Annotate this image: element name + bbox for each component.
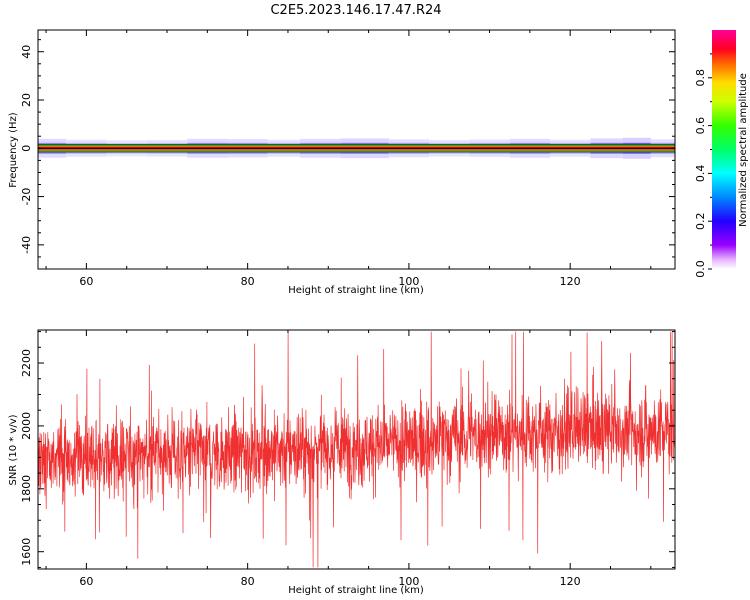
colorbar-ticks: 0.0 0.2 0.4 0.6 0.8 xyxy=(694,53,712,278)
snr-marks xyxy=(38,331,675,568)
spectrogram-xtick-label: 120 xyxy=(560,275,581,288)
snr-xlabel: Height of straight line (km) xyxy=(288,585,424,596)
spectrogram-frame xyxy=(37,29,676,270)
spectrogram-ytick-label: 40 xyxy=(20,45,33,59)
spectrogram-ytick-label: 0 xyxy=(20,145,33,152)
spectrogram-marks xyxy=(38,137,675,159)
snr-ytick-label: 2000 xyxy=(20,412,33,440)
snr-ticks: 60 80 100 120 1600 1800 2000 2200 xyxy=(20,330,675,588)
spectrogram-panel: 60 80 100 120 -40 -20 0 20 40 Height of straight… xyxy=(8,29,676,296)
spectrogram-xtick-label: 60 xyxy=(79,275,93,288)
figure-title: C2E5.2023.146.17.47.R24 xyxy=(270,3,441,18)
spectrogram-ytick-label: -20 xyxy=(20,188,33,206)
snr-xtick-label: 60 xyxy=(79,575,93,588)
snr-xtick-label: 100 xyxy=(398,575,419,588)
colorbar-tick-label: 0.2 xyxy=(694,212,707,230)
snr-frame xyxy=(37,329,676,570)
spectrogram-ylabel: Frequency (Hz) xyxy=(8,112,19,188)
snr-xtick-label: 120 xyxy=(560,575,581,588)
snr-ytick-label: 1800 xyxy=(20,475,33,503)
spectrogram-xtick-label: 80 xyxy=(241,275,255,288)
snr-series-line xyxy=(38,331,675,568)
colorbar: 0.0 0.2 0.4 0.6 0.8 Normalized spectral ampl… xyxy=(694,30,749,278)
colorbar-tick-label: 0.0 xyxy=(694,260,707,278)
snr-xtick-label: 80 xyxy=(241,575,255,588)
colorbar-tick-label: 0.6 xyxy=(694,117,707,135)
spectrogram-xlabel: Height of straight line (km) xyxy=(288,285,424,296)
snr-panel: 60 80 100 120 1600 1800 2000 2200 Height of str… xyxy=(8,329,676,596)
colorbar-gradient xyxy=(712,30,736,269)
colorbar-tick-label: 0.8 xyxy=(694,69,707,87)
colorbar-tick-label: 0.4 xyxy=(694,165,707,183)
spectrogram-xtick-label: 100 xyxy=(398,275,419,288)
spectrogram-ytick-label: -40 xyxy=(20,236,33,254)
colorbar-label: Normalized spectral amplitude xyxy=(738,73,749,227)
spectrogram-ytick-label: 20 xyxy=(20,93,33,107)
spectrogram-ticks: 60 80 100 120 -40 -20 0 20 40 xyxy=(20,30,675,288)
snr-ytick-label: 2200 xyxy=(20,349,33,377)
snr-ytick-label: 1600 xyxy=(20,538,33,566)
snr-ylabel: SNR (10 * v/v) xyxy=(8,414,19,485)
